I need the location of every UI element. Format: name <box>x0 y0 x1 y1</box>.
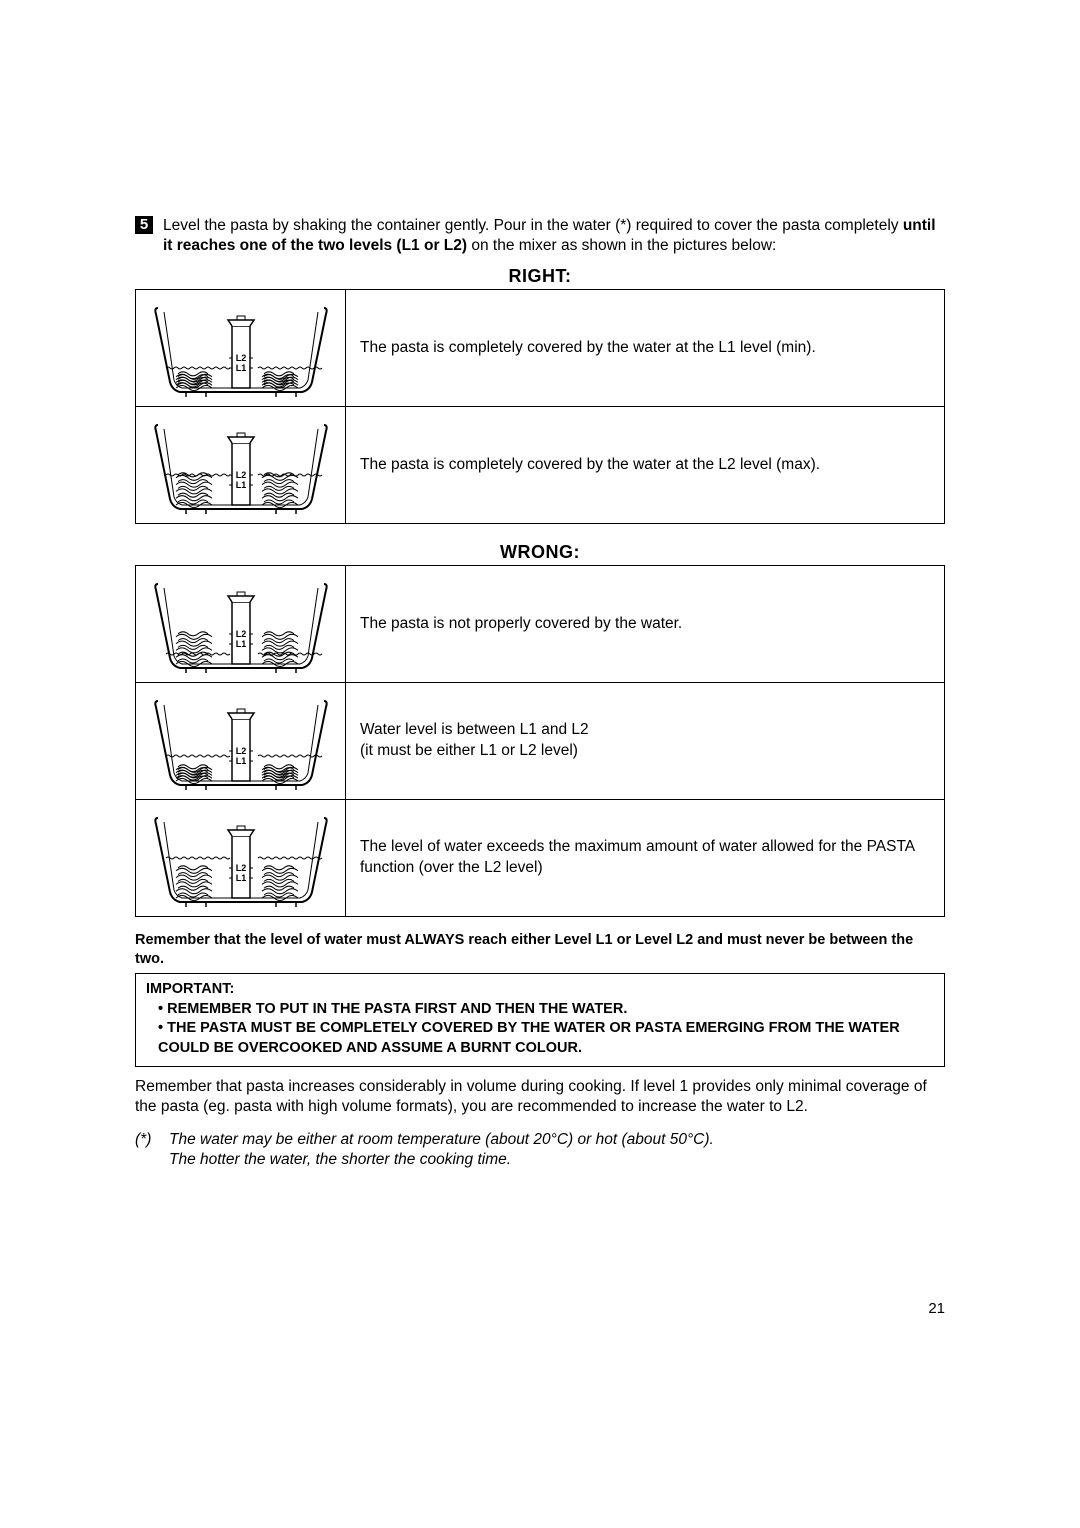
svg-text:L1: L1 <box>235 756 246 766</box>
bowl-diagram-icon: L2 L1 <box>146 296 336 400</box>
diagram-cell: L2 L1 <box>136 800 346 917</box>
description-cell: The pasta is completely covered by the w… <box>346 407 945 524</box>
remember-text: Remember that the level of water must AL… <box>135 931 945 969</box>
footnote: (*) The water may be either at room temp… <box>135 1130 945 1172</box>
svg-text:L2: L2 <box>235 470 246 480</box>
important-item: THE PASTA MUST BE COMPLETELY COVERED BY … <box>158 1019 934 1058</box>
right-table: L2 L1 The pasta is completely covered by… <box>135 289 945 524</box>
important-item: REMEMBER TO PUT IN THE PASTA FIRST AND T… <box>158 1000 934 1020</box>
table-row: L2 L1 The pasta is completely covered by… <box>136 407 945 524</box>
table-row: L2 L1 The pasta is not properly covered … <box>136 566 945 683</box>
instruction-step: 5 Level the pasta by shaking the contain… <box>135 216 945 256</box>
footnote-text: The water may be either at room temperat… <box>169 1130 714 1172</box>
description-cell: The level of water exceeds the maximum a… <box>346 800 945 917</box>
svg-text:L1: L1 <box>235 639 246 649</box>
diagram-cell: L2 L1 <box>136 683 346 800</box>
bowl-diagram-icon: L2 L1 <box>146 413 336 517</box>
footnote-mark: (*) <box>135 1130 169 1172</box>
bowl-diagram-icon: L2 L1 <box>146 689 336 793</box>
svg-text:L2: L2 <box>235 746 246 756</box>
table-row: L2 L1 Water level is between L1 and L2(i… <box>136 683 945 800</box>
svg-text:L2: L2 <box>235 629 246 639</box>
description-cell: The pasta is completely covered by the w… <box>346 290 945 407</box>
bowl-diagram-icon: L2 L1 <box>146 572 336 676</box>
important-box: IMPORTANT: REMEMBER TO PUT IN THE PASTA … <box>135 973 945 1067</box>
description-cell: Water level is between L1 and L2(it must… <box>346 683 945 800</box>
svg-text:L1: L1 <box>235 873 246 883</box>
table-row: L2 L1 The pasta is completely covered by… <box>136 290 945 407</box>
diagram-cell: L2 L1 <box>136 290 346 407</box>
step-text: Level the pasta by shaking the container… <box>163 216 945 256</box>
description-cell: The pasta is not properly covered by the… <box>346 566 945 683</box>
svg-text:L1: L1 <box>235 363 246 373</box>
table-row: L2 L1 The level of water exceeds the max… <box>136 800 945 917</box>
wrong-heading: WRONG: <box>135 542 945 563</box>
svg-text:L2: L2 <box>235 353 246 363</box>
right-heading: RIGHT: <box>135 266 945 287</box>
step-number: 5 <box>135 216 153 234</box>
diagram-cell: L2 L1 <box>136 566 346 683</box>
svg-text:L1: L1 <box>235 480 246 490</box>
svg-text:L2: L2 <box>235 863 246 873</box>
bowl-diagram-icon: L2 L1 <box>146 806 336 910</box>
diagram-cell: L2 L1 <box>136 407 346 524</box>
volume-note: Remember that pasta increases considerab… <box>135 1077 945 1117</box>
important-heading: IMPORTANT: <box>146 980 934 1000</box>
wrong-table: L2 L1 The pasta is not properly covered … <box>135 565 945 917</box>
page-number: 21 <box>928 1300 945 1317</box>
